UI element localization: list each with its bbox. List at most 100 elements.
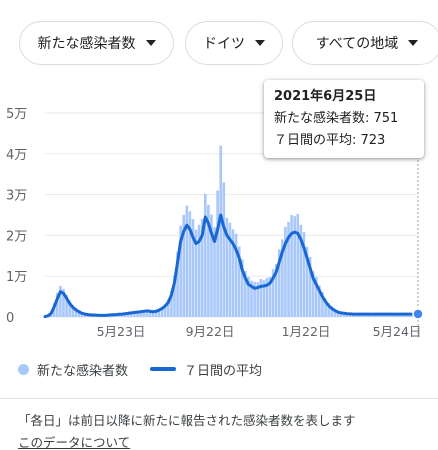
metric-dropdown[interactable]: 新たな感染者数 — [19, 21, 174, 65]
selected-point-marker — [412, 308, 424, 320]
case-bar — [265, 277, 269, 317]
case-bar — [240, 259, 244, 317]
case-bar — [237, 246, 241, 317]
case-bar — [145, 309, 149, 317]
case-bar — [231, 229, 235, 317]
case-bar — [179, 225, 182, 317]
filter-row: 新たな感染者数 ドイツ すべての地域 — [0, 0, 438, 80]
case-bar — [142, 309, 145, 317]
case-bar — [139, 310, 142, 317]
case-bar — [157, 308, 161, 317]
case-bar — [210, 214, 213, 317]
region-dropdown[interactable]: すべての地域 — [292, 21, 438, 65]
divider — [0, 398, 438, 399]
case-bar — [262, 280, 266, 317]
case-bar — [308, 257, 312, 317]
case-bar — [222, 182, 226, 317]
case-bar — [284, 226, 287, 317]
case-bar — [247, 277, 250, 317]
case-bar — [213, 227, 216, 317]
x-tick-label: 1月22日 — [282, 324, 331, 339]
case-bar — [287, 221, 290, 317]
case-bar — [336, 311, 340, 317]
case-bar — [256, 282, 260, 317]
case-bar — [197, 224, 201, 317]
case-bar — [133, 311, 136, 317]
chevron-down-icon — [255, 40, 265, 46]
case-bar — [191, 219, 195, 317]
case-bar — [167, 299, 170, 317]
case-bar — [136, 310, 139, 317]
location-dropdown[interactable]: ドイツ — [185, 21, 283, 65]
y-tick-label: 3万 — [6, 189, 27, 204]
case-bar — [130, 311, 133, 317]
case-bar — [154, 310, 158, 317]
legend-seven-day-avg: ７日間の平均 — [184, 363, 263, 379]
chart-legend: 新たな感染者数 ７日間の平均 — [18, 358, 262, 380]
case-bar — [216, 190, 219, 317]
case-bar — [74, 308, 78, 317]
chevron-down-icon — [408, 40, 419, 46]
cases-chart[interactable]: 0 1万 2万 3万 4万 5万 5月23日 9月22日 1月22日 5月24日 — [0, 80, 438, 350]
case-bar — [219, 145, 223, 317]
case-bar — [274, 263, 278, 317]
case-bar — [299, 224, 303, 317]
case-bar — [228, 222, 232, 317]
legend-new-cases: 新たな感染者数 — [37, 363, 129, 379]
case-bar — [71, 305, 75, 317]
case-bar — [342, 312, 346, 317]
case-bar — [200, 219, 204, 317]
case-bar — [234, 233, 238, 317]
case-bar — [271, 269, 275, 317]
case-bar — [281, 239, 284, 317]
case-bar — [250, 280, 253, 317]
case-bar — [160, 306, 164, 317]
case-bar — [324, 298, 327, 317]
location-dropdown-label: ドイツ — [203, 36, 245, 52]
y-tick-label: 2万 — [6, 229, 27, 244]
case-bar — [185, 205, 189, 317]
case-bar — [225, 217, 229, 317]
case-bar — [163, 303, 167, 317]
region-dropdown-label: すべての地域 — [315, 36, 399, 52]
about-data-link[interactable]: このデータについて — [18, 435, 131, 450]
y-tick-label: 4万 — [6, 148, 27, 163]
case-bar — [148, 310, 152, 317]
case-bar — [302, 232, 306, 317]
case-bar — [59, 285, 62, 317]
case-bar — [321, 292, 324, 317]
case-bar — [253, 281, 256, 317]
case-bar — [151, 310, 155, 317]
y-tick-label: 1万 — [6, 270, 27, 285]
data-tooltip: 2021年6月25日 新たな感染者数: 751 ７日間の平均: 723 — [264, 80, 424, 158]
case-bar — [293, 216, 296, 317]
case-bar — [339, 311, 343, 317]
case-bar — [318, 285, 321, 317]
tooltip-date: 2021年6月25日 — [274, 89, 377, 104]
case-bar — [327, 303, 330, 317]
data-footnote: 「各日」は前日以降に新たに報告された感染者数を表します — [18, 413, 356, 428]
case-bar — [311, 271, 315, 317]
case-bar — [188, 211, 192, 317]
case-bar — [203, 193, 207, 317]
case-bar — [182, 215, 186, 317]
case-bar — [268, 277, 272, 317]
case-bar — [305, 246, 309, 317]
case-bar — [333, 309, 337, 317]
case-bar — [176, 251, 179, 317]
case-bar — [56, 292, 59, 317]
case-bar — [207, 204, 210, 317]
case-bar — [65, 294, 68, 317]
tooltip-seven-day-avg: ７日間の平均: 723 — [274, 133, 386, 148]
metric-dropdown-label: 新たな感染者数 — [37, 36, 136, 52]
case-bar — [314, 277, 318, 317]
case-bar — [330, 306, 333, 317]
x-tick-label: 5月24日 — [373, 324, 422, 339]
case-bar — [296, 213, 300, 317]
seven-day-average-line — [43, 213, 420, 319]
case-bar — [68, 301, 71, 317]
chevron-down-icon — [145, 40, 156, 46]
bar-legend-icon — [18, 363, 29, 375]
case-bar — [62, 288, 65, 317]
case-bar — [244, 270, 247, 317]
